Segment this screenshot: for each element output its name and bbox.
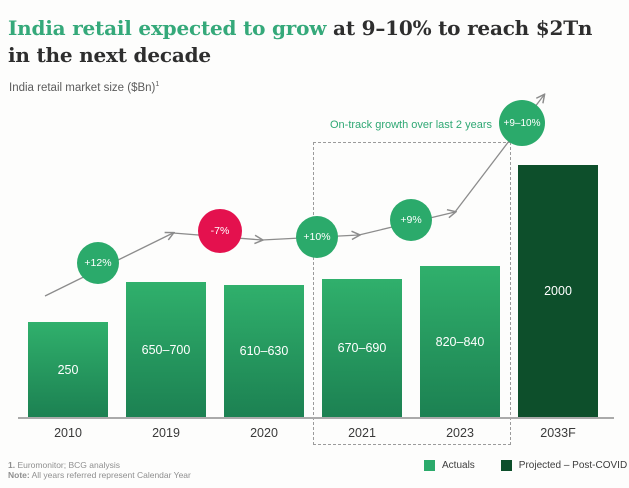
projected-swatch-icon <box>500 460 512 471</box>
title-rest: at 9–10% to reach $2Tn in the next decad… <box>8 16 593 68</box>
bar-value: 650–700 <box>141 342 191 357</box>
on-track-label: On-track growth over last 2 years <box>329 119 492 131</box>
chart-legend: Actuals Projected – Post-COVID <box>424 460 627 471</box>
bar-2023: 820–840 <box>420 266 500 417</box>
bar-value: 610–630 <box>239 344 289 358</box>
legend-label: Projected – Post-COVID <box>518 460 628 471</box>
page-title: India retail expected to grow at 9–10% t… <box>8 15 620 69</box>
footnote-source: 1. Euromonitor; BCG analysis <box>8 460 191 471</box>
x-tick-2033f: 2033F <box>540 426 576 440</box>
x-axis-line <box>18 417 614 419</box>
footnotes: 1. Euromonitor; BCG analysis Note: All y… <box>8 460 191 481</box>
actuals-swatch-icon <box>424 460 435 471</box>
x-tick-2019: 2019 <box>152 426 180 440</box>
growth-bubble-2010-2019: +12% <box>77 242 119 284</box>
growth-bubble-2019-2020: -7% <box>198 209 242 253</box>
title-highlight: India retail expected to grow <box>8 16 327 41</box>
footnote-source-text: Euromonitor; BCG analysis <box>15 460 120 470</box>
x-tick-2021: 2021 <box>348 426 376 440</box>
growth-bubble-2021-2023: +9% <box>390 199 432 241</box>
footnote-note-prefix: Note: <box>8 469 30 480</box>
bar-2019: 650–700 <box>126 282 206 417</box>
x-tick-2020: 2020 <box>250 426 278 440</box>
footnote-note: Note: All years referred represent Calen… <box>8 469 191 481</box>
bar-2010: 250 <box>28 322 108 417</box>
legend-item-actuals: Actuals <box>424 460 475 471</box>
legend-label: Actuals <box>442 460 475 471</box>
bar-value: 2000 <box>544 284 572 298</box>
bar-value: 670–690 <box>337 341 387 355</box>
footnote-source-prefix: 1. <box>8 460 16 470</box>
bar-value: 250 <box>57 362 79 377</box>
footnote-note-text: All years referred represent Calendar Ye… <box>29 469 191 480</box>
growth-bubble-2020-2021: +10% <box>296 216 338 258</box>
bar-value: 820–840 <box>435 334 485 349</box>
x-tick-2010: 2010 <box>54 426 82 440</box>
footnote-marker: 1 <box>155 81 160 88</box>
x-tick-2023: 2023 <box>446 426 474 440</box>
on-track-box <box>313 142 511 445</box>
bar-2021: 670–690 <box>322 279 402 417</box>
chart-subtitle-text: India retail market size ($Bn) <box>9 81 156 94</box>
legend-item-projected: Projected – Post-COVID <box>500 460 628 471</box>
bar-2033f-projected: 2000 <box>518 165 598 417</box>
bar-2020: 610–630 <box>224 285 304 417</box>
growth-bubble-2023-2033: +9–10% <box>499 100 545 146</box>
chart-subtitle: India retail market size ($Bn)1 <box>9 81 159 94</box>
